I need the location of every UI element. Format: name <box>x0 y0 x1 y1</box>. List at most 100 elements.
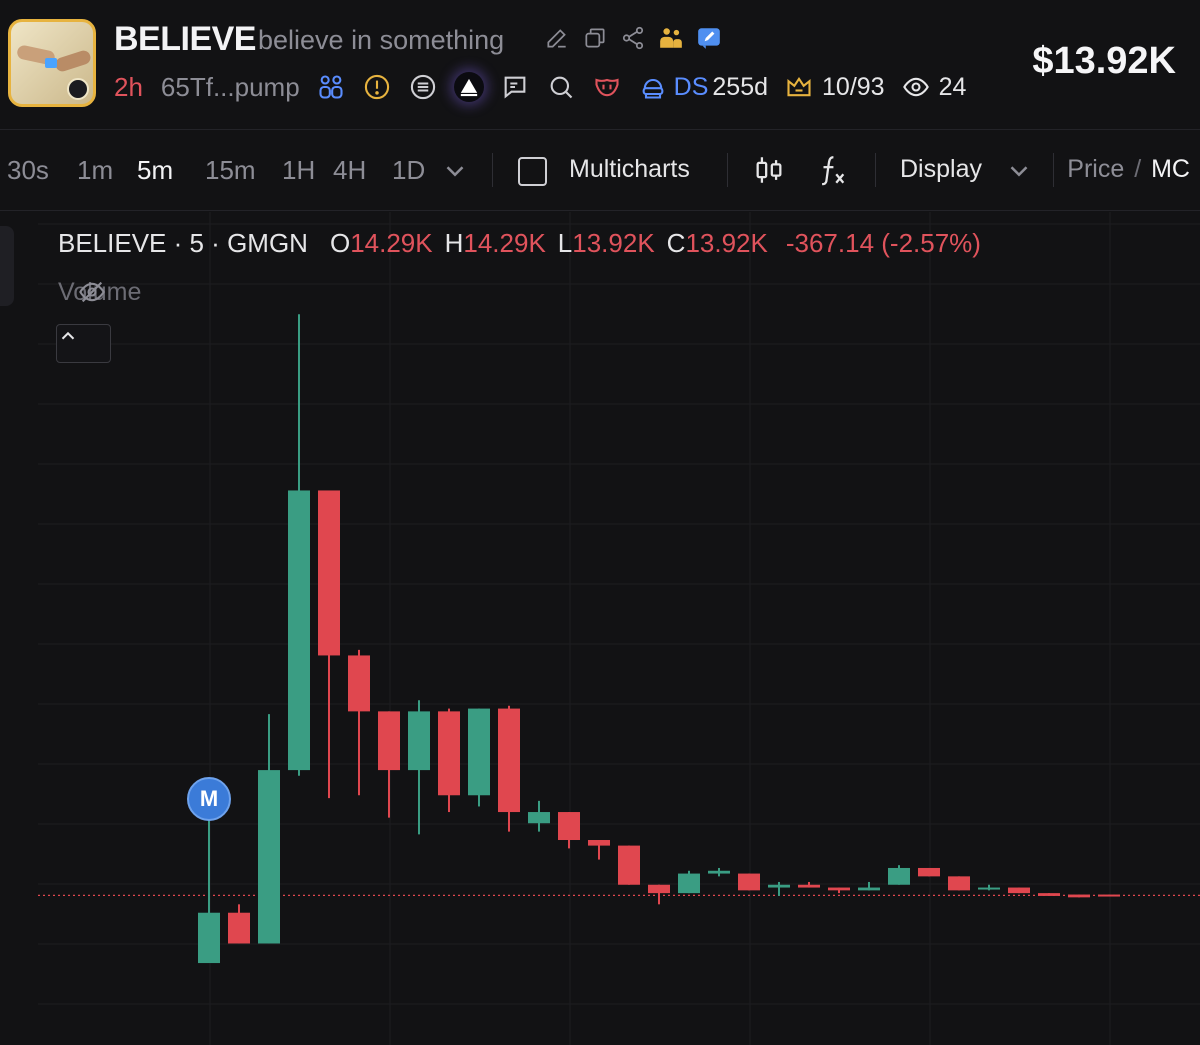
holders-icon[interactable] <box>316 72 346 102</box>
ohlc-legend: BELIEVE · 5 · GMGN O 14.29K H 14.29K L 13.9… <box>58 228 981 259</box>
dev-hat-icon[interactable] <box>638 72 668 102</box>
timeframe-5m[interactable]: 5m <box>137 155 174 185</box>
candle-body-up <box>768 884 790 888</box>
candle-body-down <box>738 873 760 891</box>
market-cap-price: $13.92K <box>1032 40 1176 82</box>
candle-body-down <box>438 711 460 796</box>
community-icon[interactable] <box>657 24 685 52</box>
candle-body-down <box>348 655 370 712</box>
multicharts-label[interactable]: Multicharts <box>569 155 690 183</box>
candle-body-down <box>498 708 520 813</box>
token-avatar[interactable] <box>8 19 96 107</box>
token-header: BELIEVE believe in something 2h 65Tf...p… <box>0 0 1200 130</box>
chart-canvas[interactable] <box>38 212 1200 1045</box>
chart-toolbar: 30s 1m 5m 15m 1H 4H 1D Multicharts Displ… <box>0 131 1200 211</box>
twitter-edit-icon[interactable] <box>695 24 723 52</box>
candle-body-up <box>468 708 490 796</box>
avatar-pill-icon <box>67 78 89 100</box>
dev-age: 255d <box>712 72 769 101</box>
legend-open-value: 14.29K <box>350 228 433 258</box>
display-chevron-down-icon[interactable] <box>1004 156 1034 186</box>
dev-label: DS <box>673 72 709 101</box>
candle-body-down <box>1038 893 1060 896</box>
candle-body-down <box>228 912 250 944</box>
candle-body-down <box>1008 887 1030 894</box>
toolbar-divider <box>1053 153 1054 187</box>
timeframe-30s[interactable]: 30s <box>7 155 49 185</box>
candle-body-down <box>618 845 640 885</box>
collapse-legend-button[interactable] <box>56 324 111 363</box>
timeframe-1m[interactable]: 1m <box>77 155 114 185</box>
legend-high-value: 14.29K <box>463 228 546 258</box>
display-menu[interactable]: Display <box>900 155 982 183</box>
candle-body-down <box>918 867 940 877</box>
migration-marker[interactable]: M <box>187 777 231 821</box>
toolbar-divider <box>875 153 876 187</box>
candle-body-down <box>798 884 820 888</box>
toolbar-divider <box>727 153 728 187</box>
candle-body-down <box>318 490 340 656</box>
candle-body-up <box>408 711 430 771</box>
avatar-card <box>45 58 57 68</box>
candle-body-up <box>258 770 280 944</box>
search-icon[interactable] <box>546 72 576 102</box>
legend-symbol: BELIEVE · 5 · GMGN <box>58 228 308 258</box>
candle-body-up <box>528 812 550 824</box>
crown-icon <box>784 72 814 102</box>
timeframe-15m[interactable]: 15m <box>205 155 256 185</box>
vampire-icon[interactable] <box>592 72 622 102</box>
legend-low-key: L <box>557 228 573 258</box>
toolbar-divider <box>492 153 493 187</box>
legend-close-value: 13.92K <box>685 228 768 258</box>
timeframe-chevron-down-icon[interactable] <box>440 156 470 186</box>
price-mc-slash: / <box>1134 155 1142 183</box>
candle-body-up <box>198 912 220 964</box>
legend-low-value: 13.92K <box>572 228 655 258</box>
candle-body-down <box>558 812 580 841</box>
warning-icon[interactable] <box>362 72 392 102</box>
timeframe-1d[interactable]: 1D <box>392 155 426 185</box>
candle-body-down <box>828 887 850 891</box>
drawing-tools-strip <box>0 212 38 1045</box>
token-age: 2h <box>114 71 143 102</box>
edit-icon[interactable] <box>543 24 571 52</box>
volume-label: Volume <box>58 278 142 306</box>
timeframe-4h[interactable]: 4H <box>333 155 367 185</box>
candle-body-down <box>1068 894 1090 898</box>
legend-change: -367.14 (-2.57%) <box>785 228 981 258</box>
candle-body-down <box>588 840 610 846</box>
contract-address[interactable]: 65Tf...pump <box>160 71 300 102</box>
timeframe-1h[interactable]: 1H <box>282 155 316 185</box>
volume-indicator: Volume <box>58 278 141 307</box>
viewer-count: 24 <box>938 72 967 101</box>
copy-icon[interactable] <box>581 24 609 52</box>
eye-icon <box>901 72 931 102</box>
legend-open-key: O <box>329 228 351 258</box>
chat-icon[interactable] <box>500 72 530 102</box>
candle-body-up <box>288 490 310 771</box>
pump-logo-icon[interactable] <box>453 72 484 102</box>
candle-body-up <box>858 887 880 891</box>
price-mc-toggle[interactable]: Price / MC <box>1067 155 1190 184</box>
candle-body-down <box>648 884 670 894</box>
mc-option[interactable]: MC <box>1151 155 1190 183</box>
candles-icon[interactable] <box>752 153 786 187</box>
indicators-fx-icon[interactable] <box>815 153 849 187</box>
candle-body-up <box>678 873 700 894</box>
candle-body-up <box>708 870 730 874</box>
token-title: BELIEVE <box>114 20 256 58</box>
header-actions <box>543 24 723 52</box>
candle-body-down <box>948 876 970 891</box>
top10-holders: 10/93 <box>822 72 885 101</box>
drawing-tools-tab[interactable] <box>0 226 14 306</box>
eye-off-icon[interactable] <box>76 278 108 306</box>
multicharts-checkbox[interactable] <box>518 157 547 186</box>
price-option[interactable]: Price <box>1067 155 1125 183</box>
candle-body-up <box>888 867 910 885</box>
token-meta-row: 2h 65Tf...pump DS 255d 10/93 <box>114 68 982 106</box>
share-icon[interactable] <box>619 24 647 52</box>
list-circle-icon[interactable] <box>408 72 438 102</box>
candle-body-down <box>378 711 400 771</box>
candlestick-chart[interactable]: BELIEVE · 5 · GMGN O 14.29K H 14.29K L 13.9… <box>38 212 1200 1045</box>
legend-close-key: C <box>666 228 686 258</box>
